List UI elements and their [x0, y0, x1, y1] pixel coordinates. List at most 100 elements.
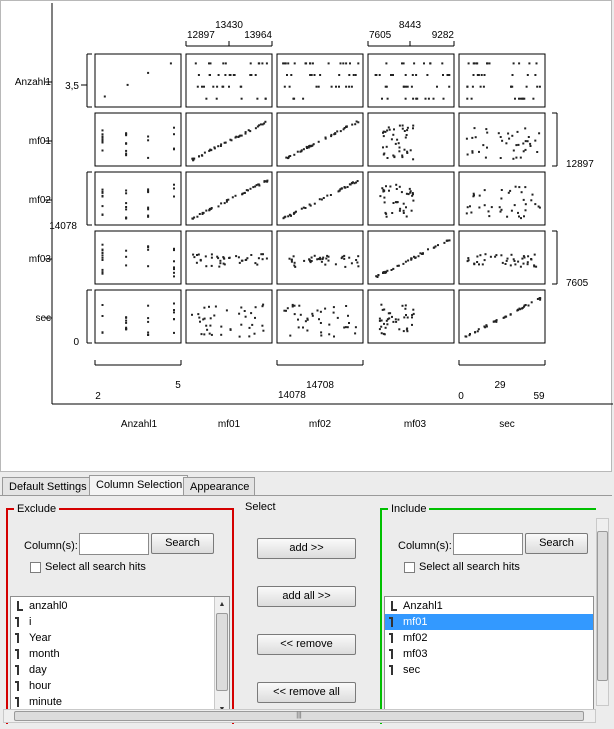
plot-point [483, 259, 486, 262]
plot-point [410, 85, 413, 88]
plot-point [530, 258, 533, 260]
plot-point [173, 183, 175, 186]
exclude-search-input[interactable] [79, 533, 149, 555]
exclude-list-item[interactable]: minute [11, 694, 229, 710]
matrix-cell [94, 53, 182, 108]
plot-point [406, 330, 409, 333]
plot-point [330, 135, 333, 138]
include-search-button[interactable]: Search [525, 533, 588, 554]
exclude-list-item[interactable]: i [11, 614, 229, 630]
include-list[interactable]: Anzahl1 mf01 mf02 mf03 sec [384, 596, 594, 718]
plot-point [402, 62, 405, 65]
plot-point [193, 216, 196, 219]
plot-point [497, 132, 500, 135]
plot-point [254, 262, 257, 265]
plot-point [467, 257, 470, 260]
plot-point [219, 262, 222, 265]
plot-point [198, 155, 200, 158]
plot-point [147, 317, 150, 320]
plot-point [394, 142, 397, 145]
plot-point [249, 62, 252, 65]
plot-point [407, 193, 410, 196]
plot-point [334, 263, 337, 266]
plot-point [398, 328, 401, 331]
plot-point [378, 74, 381, 76]
include-list-item[interactable]: sec [385, 662, 593, 678]
exclude-select-all-checkbox[interactable] [30, 562, 41, 573]
panel-vscroll-thumb[interactable] [597, 531, 608, 681]
matrix-cell [185, 289, 273, 344]
plot-point [254, 74, 257, 76]
include-list-item[interactable]: mf03 [385, 646, 593, 662]
plot-point [357, 121, 360, 124]
plot-point [256, 97, 259, 100]
tab-column-selection[interactable]: Column Selection [89, 475, 189, 496]
panel-horizontal-scrollbar[interactable]: ||| [3, 709, 596, 723]
include-list-item[interactable]: mf01 [385, 614, 593, 630]
tab-default-settings[interactable]: Default Settings [2, 477, 93, 495]
plot-point [228, 257, 231, 259]
long-type-icon [391, 601, 397, 611]
tab-appearance[interactable]: Appearance [183, 477, 256, 495]
plot-point [292, 255, 295, 258]
plot-point [147, 214, 150, 217]
plot-point [237, 256, 240, 259]
plot-point [448, 74, 451, 76]
plot-point [396, 138, 399, 141]
plot-point [527, 304, 530, 307]
plot-point [406, 126, 409, 129]
plot-point [209, 74, 211, 76]
plot-point [405, 314, 407, 316]
scroll-thumb[interactable] [216, 613, 228, 691]
plot-point [404, 136, 407, 139]
include-group: Include Column(s): Search Select all sea… [380, 503, 596, 724]
plot-point [345, 85, 348, 88]
plot-point [304, 320, 307, 323]
matrix-row-label: sec [35, 313, 51, 324]
exclude-list-item[interactable]: anzahl0 [11, 598, 229, 614]
exclude-list-item[interactable]: day [11, 662, 229, 678]
exclude-list-item[interactable]: month [11, 646, 229, 662]
exclude-search-button[interactable]: Search [151, 533, 214, 554]
exclude-list-item[interactable]: Year [11, 630, 229, 646]
exclude-list-item-label: anzahl0 [29, 600, 68, 612]
plot-point [503, 316, 506, 319]
plot-point [351, 182, 354, 185]
plot-point [203, 306, 206, 309]
plot-point [227, 198, 230, 201]
matrix-column-label: sec [499, 419, 515, 430]
include-search-input[interactable] [453, 533, 523, 555]
scroll-up-arrow-icon[interactable]: ▲ [218, 601, 226, 608]
plot-point [101, 129, 104, 132]
plot-point [527, 255, 530, 258]
int-type-icon [15, 697, 19, 707]
plot-point [393, 156, 396, 159]
plot-point [210, 149, 213, 152]
include-select-all-checkbox[interactable] [404, 562, 415, 573]
panel-hscroll-thumb[interactable]: ||| [14, 711, 584, 721]
plot-point [328, 333, 331, 336]
remove-all-button[interactable]: << remove all [257, 682, 356, 703]
exclude-list-scrollbar[interactable]: ▲ ▼ [214, 597, 229, 717]
exclude-list[interactable]: anzahl0 i Year month day hour minute ▲ ▼ [10, 596, 230, 718]
plot-point [193, 256, 196, 259]
plot-point [342, 128, 345, 131]
plot-point [306, 318, 309, 321]
plot-point [357, 255, 360, 258]
matrix-cell [94, 112, 182, 167]
plot-point [404, 304, 407, 307]
plot-point [509, 313, 512, 316]
add-button[interactable]: add >> [257, 538, 356, 559]
plot-point [261, 324, 264, 327]
include-list-item[interactable]: Anzahl1 [385, 598, 593, 614]
panel-vertical-scrollbar[interactable] [596, 518, 609, 706]
exclude-list-item[interactable]: hour [11, 678, 229, 694]
plot-point [354, 326, 357, 329]
plot-point [235, 135, 238, 138]
plot-point [378, 328, 381, 331]
add-all-button[interactable]: add all >> [257, 586, 356, 607]
remove-button[interactable]: << remove [257, 634, 356, 655]
plot-point [225, 199, 228, 202]
plot-point [337, 190, 340, 193]
include-list-item[interactable]: mf02 [385, 630, 593, 646]
